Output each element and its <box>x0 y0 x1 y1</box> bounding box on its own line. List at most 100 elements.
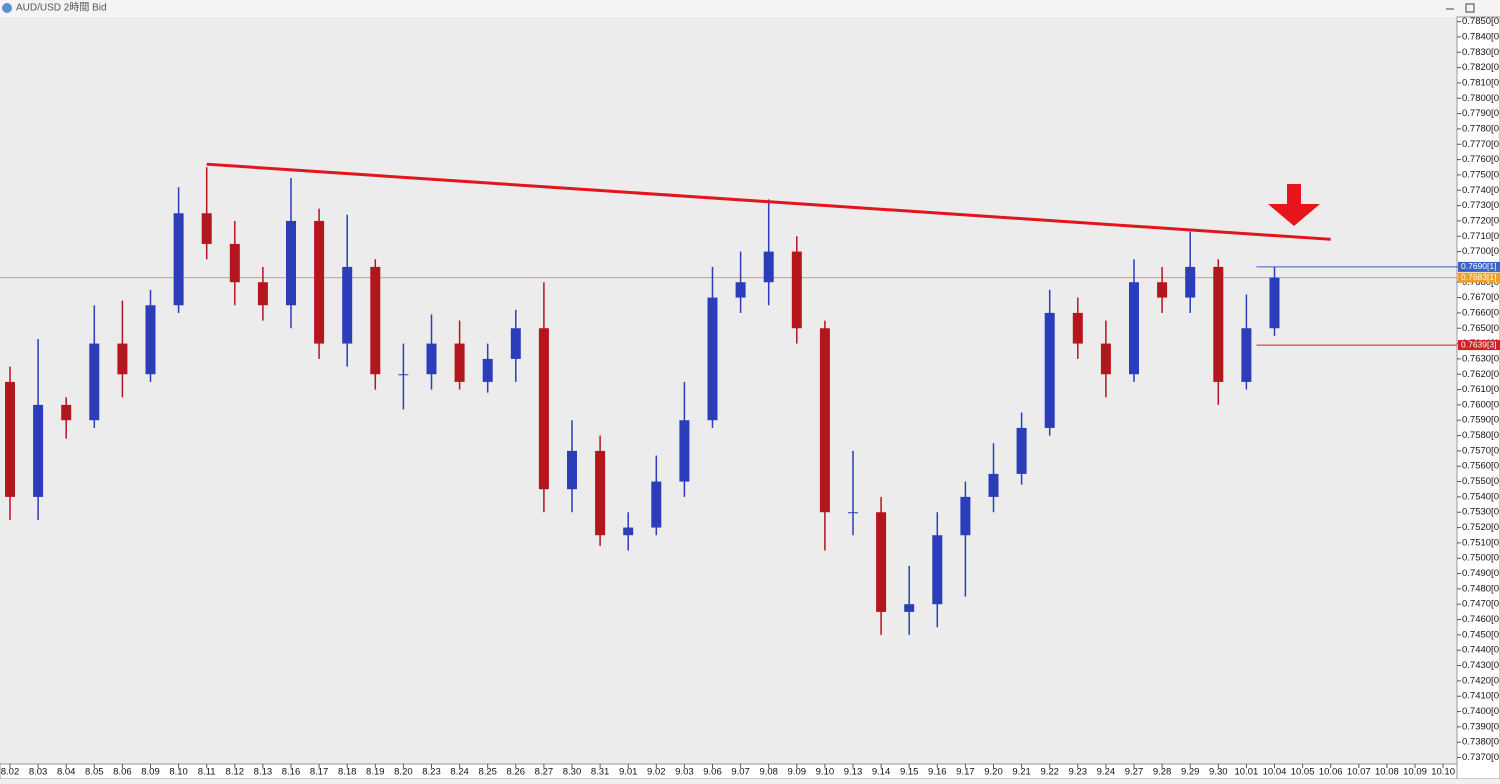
y-tick-label: 0.7580[0 <box>1462 430 1499 441</box>
candle-body <box>342 266 353 344</box>
x-tick-label: 9.02 <box>647 767 666 778</box>
y-tick-label: 0.7540[0 <box>1462 491 1499 502</box>
candle-body <box>1241 328 1252 382</box>
y-tick-label: 0.7710[0 <box>1462 231 1499 242</box>
candle-body <box>1072 312 1083 344</box>
y-tick-label: 0.7850[0 <box>1462 16 1499 27</box>
candle-body <box>510 328 521 359</box>
y-tick-label: 0.7390[0 <box>1462 721 1499 732</box>
x-tick-label: 8.10 <box>169 767 188 778</box>
x-tick-label: 9.07 <box>731 767 750 778</box>
candle-body <box>538 328 549 490</box>
x-tick-label: 9.29 <box>1181 767 1200 778</box>
x-tick-label: 9.23 <box>1069 767 1088 778</box>
x-tick-label: 9.03 <box>675 767 694 778</box>
candle-body <box>89 343 100 421</box>
candle-body <box>61 404 72 421</box>
candle-body <box>370 266 381 375</box>
y-tick-label: 0.7750[0 <box>1462 169 1499 180</box>
x-tick-label: 8.12 <box>226 767 245 778</box>
candle-body <box>257 282 268 306</box>
trendline <box>206 162 1331 241</box>
x-tick-label: 9.08 <box>759 767 778 778</box>
x-tick-label: 9.20 <box>984 767 1003 778</box>
candle-body <box>1016 427 1027 474</box>
y-tick-label: 0.7480[0 <box>1462 583 1499 594</box>
y-tick-label: 0.7400[0 <box>1462 706 1499 717</box>
y-tick-label: 0.7670[0 <box>1462 292 1499 303</box>
candle-body <box>398 374 409 376</box>
x-tick-label: 9.01 <box>619 767 638 778</box>
candle-body <box>145 305 156 375</box>
y-tick-label: 0.7570[0 <box>1462 445 1499 456</box>
y-tick-label: 0.7800[0 <box>1462 93 1499 104</box>
candle-body <box>1044 312 1055 428</box>
x-tick-label: 8.13 <box>254 767 273 778</box>
candle-body <box>454 343 465 382</box>
y-tick-label: 0.7370[0 <box>1462 752 1499 763</box>
x-tick-label: 9.06 <box>703 767 722 778</box>
y-tick-label: 0.7460[0 <box>1462 614 1499 625</box>
y-tick-label: 0.7790[0 <box>1462 108 1499 119</box>
down-arrow <box>1268 184 1320 226</box>
y-tick-label: 0.7700[0 <box>1462 246 1499 257</box>
x-tick-label: 8.06 <box>113 767 132 778</box>
x-tick-label: 9.09 <box>788 767 807 778</box>
price-label: 0.7690[1] <box>1461 261 1496 271</box>
x-tick-label: 8.09 <box>141 767 160 778</box>
candle-body <box>960 496 971 536</box>
y-tick-label: 0.7420[0 <box>1462 675 1499 686</box>
y-tick-label: 0.7500[0 <box>1462 553 1499 564</box>
y-tick-label: 0.7530[0 <box>1462 507 1499 518</box>
x-tick-label: 9.14 <box>872 767 891 778</box>
y-tick-label: 0.7380[0 <box>1462 737 1499 748</box>
y-tick-label: 0.7780[0 <box>1462 123 1499 134</box>
y-tick-label: 0.7510[0 <box>1462 537 1499 548</box>
x-tick-label: 9.24 <box>1097 767 1116 778</box>
candle-body <box>201 213 212 244</box>
candle-body <box>482 358 493 382</box>
candle-body <box>5 381 15 497</box>
y-tick-label: 0.7560[0 <box>1462 461 1499 472</box>
x-tick-label: 8.31 <box>591 767 610 778</box>
candle-body <box>173 213 184 306</box>
x-tick-label: 8.05 <box>85 767 104 778</box>
candle-body <box>567 450 577 490</box>
x-tick-label: 10.01 <box>1235 767 1259 778</box>
price-label-bg <box>1458 272 1500 283</box>
candle-body <box>988 473 999 497</box>
y-tick-label: 0.7630[0 <box>1462 353 1499 364</box>
candle-body <box>791 251 802 329</box>
y-tick-label: 0.7610[0 <box>1462 384 1499 395</box>
x-tick-label: 8.16 <box>282 767 301 778</box>
candle-body <box>314 220 325 344</box>
candle-body <box>33 404 44 497</box>
x-tick-label: 9.16 <box>928 767 947 778</box>
x-tick-label: 9.27 <box>1125 767 1144 778</box>
maximize-button[interactable] <box>1465 3 1475 13</box>
candle-body <box>848 512 858 514</box>
y-tick-label: 0.7450[0 <box>1462 629 1499 640</box>
x-tick-label: 9.21 <box>1012 767 1031 778</box>
y-tick-label: 0.7620[0 <box>1462 369 1499 380</box>
x-tick-label: 8.24 <box>450 767 469 778</box>
x-tick-label: 8.23 <box>422 767 441 778</box>
candle-body <box>763 251 774 283</box>
y-tick-label: 0.7430[0 <box>1462 660 1499 671</box>
candle-body <box>117 343 128 375</box>
x-tick-label: 9.15 <box>900 767 919 778</box>
x-tick-label: 10.09 <box>1403 767 1427 778</box>
candle-body <box>1185 266 1196 298</box>
y-tick-label: 0.7660[0 <box>1462 307 1499 318</box>
x-tick-label: 8.03 <box>29 767 48 778</box>
y-tick-label: 0.7520[0 <box>1462 522 1499 533</box>
x-tick-label: 8.25 <box>478 767 497 778</box>
x-tick-label: 9.28 <box>1153 767 1172 778</box>
x-tick-label: 8.02 <box>1 767 20 778</box>
y-tick-label: 0.7470[0 <box>1462 599 1499 610</box>
candle-body <box>1157 282 1168 298</box>
y-tick-label: 0.7600[0 <box>1462 399 1499 410</box>
y-tick-label: 0.7410[0 <box>1462 691 1499 702</box>
title-bar <box>0 0 1500 17</box>
